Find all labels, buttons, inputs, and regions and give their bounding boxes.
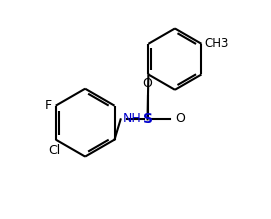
Text: Cl: Cl	[48, 145, 60, 157]
Text: NH: NH	[123, 112, 142, 125]
Text: O: O	[175, 112, 185, 125]
Text: S: S	[143, 112, 153, 126]
Text: CH3: CH3	[205, 37, 229, 50]
Text: O: O	[143, 78, 153, 90]
Text: F: F	[45, 99, 52, 112]
